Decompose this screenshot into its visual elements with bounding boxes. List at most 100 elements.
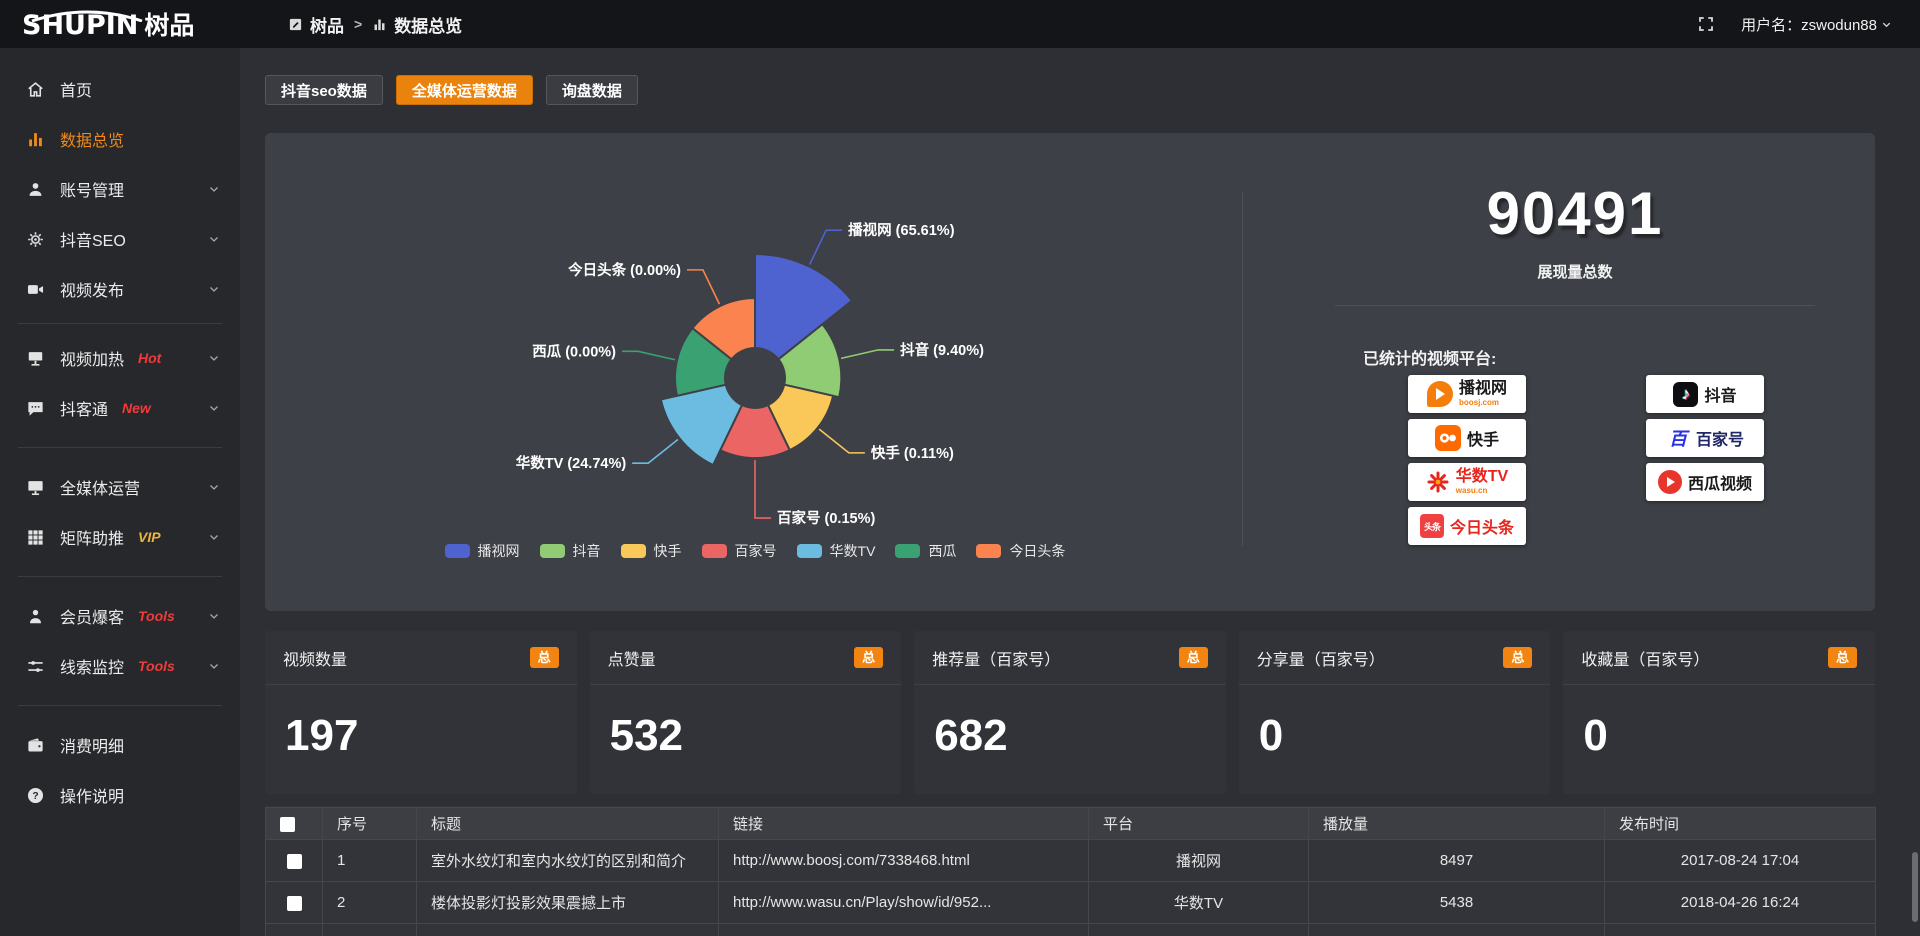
total-badge[interactable]: 总 bbox=[1178, 647, 1208, 668]
legend-item-今日头条[interactable]: 今日头条 bbox=[976, 541, 1065, 561]
sidebar-item-spending-detail[interactable]: 消费明细 bbox=[0, 720, 240, 770]
logo-text-cn: 树品 bbox=[144, 12, 195, 40]
chevron-down-icon bbox=[210, 356, 218, 361]
pie-slice-快手[interactable] bbox=[766, 383, 835, 452]
legend-item-百家号[interactable]: 百家号 bbox=[701, 541, 777, 561]
monitor-icon bbox=[28, 480, 43, 495]
stat-card-likes: 点赞量 总 532 bbox=[589, 631, 902, 794]
legend-swatch bbox=[620, 544, 646, 558]
pie-slice-西瓜[interactable] bbox=[674, 326, 733, 397]
stat-value: 0 bbox=[1583, 711, 1608, 760]
col-title: 标题 bbox=[416, 807, 719, 840]
sidebar-item-member-baoke[interactable]: 会员爆客 Tools bbox=[0, 591, 240, 641]
sidebar-item-video-heating[interactable]: 视频加热 Hot bbox=[0, 333, 240, 383]
help-circle-icon: ? bbox=[27, 787, 44, 803]
cell-title-link[interactable]: 室外水纹灯和室内水纹灯的区别和简介 bbox=[416, 839, 719, 882]
person-icon bbox=[29, 609, 42, 623]
cell-url-link[interactable]: http://www.boosj.com/7338468.html bbox=[718, 839, 1089, 882]
select-all-checkbox[interactable] bbox=[280, 816, 295, 832]
chevron-down-icon bbox=[210, 287, 218, 292]
platform-name: 华数TV bbox=[1455, 468, 1509, 485]
legend-swatch bbox=[701, 544, 727, 558]
total-badge[interactable]: 总 bbox=[1827, 647, 1857, 668]
panel-divider bbox=[1242, 191, 1243, 546]
sidebar-item-doukeitong[interactable]: 抖客通 New bbox=[0, 383, 240, 433]
row-checkbox[interactable] bbox=[286, 895, 302, 911]
video-table: 序号 标题 链接 平台 播放量 发布时间 1 室外水纹灯和室内水纹灯的区别和简介… bbox=[265, 807, 1876, 936]
label-line-今日头条 bbox=[686, 269, 721, 305]
stat-value: 682 bbox=[934, 711, 1008, 760]
pie-label-快手: 快手 (0.11%) bbox=[871, 444, 954, 462]
username-menu[interactable]: 用户名：zswodun88 bbox=[1741, 14, 1892, 35]
legend-item-播视网[interactable]: 播视网 bbox=[444, 541, 520, 561]
app-logo: SHUPIN 树品 bbox=[0, 6, 240, 42]
total-badge[interactable]: 总 bbox=[1503, 647, 1533, 668]
row-checkbox[interactable] bbox=[286, 853, 302, 869]
platform-badge-kuaishou: 快手 bbox=[1408, 419, 1526, 457]
platform-badge-boosj: 播视网 boosj.com bbox=[1408, 375, 1526, 413]
chevron-down-icon bbox=[210, 406, 218, 411]
baijiahao-icon: 百 bbox=[1668, 429, 1687, 449]
douyin-icon: ♪ bbox=[1673, 381, 1699, 407]
pie-slice-播视网[interactable] bbox=[754, 252, 854, 361]
stat-card-recommendations: 推荐量（百家号） 总 682 bbox=[914, 631, 1226, 794]
stats-cards: 视频数量 总 197 点赞量 总 532 推荐量（百家号） 总 682 分享量（百家号… bbox=[265, 631, 1875, 794]
legend-item-华数TV[interactable]: 华数TV bbox=[796, 541, 875, 561]
pie-slice-今日头条[interactable] bbox=[691, 296, 756, 361]
sidebar-divider bbox=[18, 323, 222, 324]
pie-slice-抖音[interactable] bbox=[777, 322, 843, 399]
label-line-西瓜 bbox=[622, 350, 676, 361]
legend-swatch bbox=[976, 544, 1002, 558]
sidebar-item-account-mgmt[interactable]: 账号管理 bbox=[0, 164, 240, 214]
sidebar-item-home[interactable]: 首页 bbox=[0, 64, 240, 114]
sidebar-item-data-overview[interactable]: 数据总览 bbox=[0, 114, 240, 164]
legend-label: 西瓜 bbox=[928, 543, 957, 559]
stat-label: 分享量（百家号） bbox=[1256, 651, 1385, 669]
page-scrollbar-thumb[interactable] bbox=[1912, 852, 1918, 922]
main-content: 抖音seo数据 全媒体运营数据 询盘数据 播视网 (65.61%) 抖音 (9.4… bbox=[240, 48, 1920, 936]
pie-slice-华数TV[interactable] bbox=[659, 383, 744, 467]
new-badge: New bbox=[122, 400, 151, 416]
breadcrumb-item-app[interactable]: 树品 bbox=[288, 12, 344, 37]
boosj-icon bbox=[1426, 381, 1453, 407]
legend-item-抖音[interactable]: 抖音 bbox=[539, 541, 601, 561]
stat-label: 推荐量（百家号） bbox=[932, 651, 1061, 669]
platform-badge-douyin: ♪ 抖音 bbox=[1646, 375, 1764, 413]
total-badge[interactable]: 总 bbox=[529, 647, 559, 668]
cell-title-link[interactable]: 楼体投影灯投影效果震撼上市 bbox=[416, 881, 719, 924]
sidebar-item-omnimedia-ops[interactable]: 全媒体运营 bbox=[0, 462, 240, 512]
platform-badges: 播视网 boosj.com ♪ 抖音 快手 百 百家号 bbox=[1408, 375, 1764, 545]
pie-label-西瓜: 西瓜 (0.00%) bbox=[532, 343, 616, 360]
legend-swatch bbox=[539, 544, 565, 558]
sidebar-divider bbox=[18, 705, 222, 706]
billboard-icon bbox=[28, 351, 43, 366]
stat-label: 收藏量（百家号） bbox=[1581, 651, 1710, 669]
summary-divider bbox=[1335, 305, 1815, 306]
platforms-title: 已统计的视频平台: bbox=[1363, 351, 1497, 368]
tab-omnimedia-data[interactable]: 全媒体运营数据 bbox=[395, 75, 533, 105]
breadcrumb-item-page[interactable]: 数据总览 bbox=[372, 12, 462, 37]
rose-pie-chart: 播视网 (65.61%) 抖音 (9.40%) 快手 (0.11%) 百家号 (0.1… bbox=[516, 221, 984, 527]
legend-item-快手[interactable]: 快手 bbox=[620, 541, 682, 561]
sidebar-item-matrix-boost[interactable]: 矩阵助推 VIP bbox=[0, 512, 240, 562]
fullscreen-icon[interactable] bbox=[1697, 15, 1715, 33]
pie-slice-百家号[interactable] bbox=[718, 403, 792, 460]
platform-badge-toutiao: 头条 今日头条 bbox=[1408, 507, 1526, 545]
header-right: 用户名：zswodun88 bbox=[1697, 14, 1920, 35]
sidebar-item-video-publish[interactable]: 视频发布 bbox=[0, 264, 240, 314]
tab-douyin-seo-data[interactable]: 抖音seo数据 bbox=[265, 75, 383, 105]
platform-name: 播视网 bbox=[1458, 380, 1507, 397]
kuaishou-icon bbox=[1434, 425, 1461, 451]
tab-inquiry-data[interactable]: 询盘数据 bbox=[545, 75, 638, 105]
sidebar-item-lead-monitor[interactable]: 线索监控 Tools bbox=[0, 641, 240, 691]
sidebar-item-instructions[interactable]: ? 操作说明 bbox=[0, 770, 240, 820]
legend-item-西瓜[interactable]: 西瓜 bbox=[895, 541, 956, 561]
chevron-down-icon bbox=[210, 237, 218, 242]
sidebar-item-douyin-seo[interactable]: 抖音SEO bbox=[0, 214, 240, 264]
cell-url-link[interactable]: http://www.wasu.cn/Play/show/id/952... bbox=[718, 881, 1089, 924]
stat-value: 532 bbox=[609, 711, 684, 760]
toutiao-icon: 头条 bbox=[1419, 514, 1444, 538]
total-badge[interactable]: 总 bbox=[854, 647, 884, 668]
pie-label-抖音: 抖音 (9.40%) bbox=[900, 341, 984, 359]
label-line-抖音 bbox=[840, 349, 895, 360]
